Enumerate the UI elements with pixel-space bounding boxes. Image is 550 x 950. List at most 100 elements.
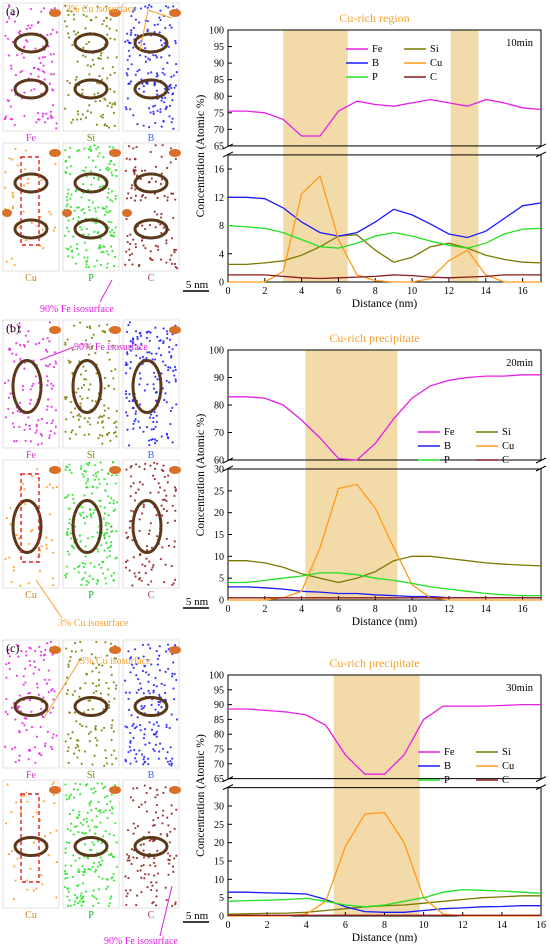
atom-dot	[85, 266, 88, 269]
atom-dot	[165, 261, 168, 264]
atom-dot	[31, 528, 34, 532]
atom-dot	[9, 325, 12, 328]
atom-dot	[173, 486, 177, 489]
atom-dot	[130, 848, 134, 851]
atom-dot	[37, 419, 40, 422]
atom-dot	[95, 744, 98, 747]
atom-dot	[133, 420, 136, 423]
atom-dot	[107, 220, 110, 223]
atom-dot	[64, 171, 68, 175]
atom-dot	[154, 326, 157, 329]
atom-dot	[83, 870, 86, 873]
atom-dot	[86, 477, 90, 481]
atom-map-tile	[122, 319, 181, 449]
atom-dot	[93, 825, 96, 828]
atom-dot	[128, 745, 131, 749]
atom-dot	[108, 145, 111, 148]
atom-dot	[108, 101, 112, 105]
panel-label: (a)	[6, 4, 19, 18]
atom-dot	[174, 84, 178, 87]
atom-dot	[95, 807, 98, 810]
atom-dot	[147, 757, 150, 760]
atom-dot	[148, 58, 152, 61]
atom-dot	[82, 511, 85, 514]
atom-dot	[92, 691, 96, 695]
atom-dot	[17, 730, 21, 733]
atom-dot	[45, 536, 48, 539]
atom-dot	[104, 489, 107, 492]
atom-dot	[160, 172, 163, 175]
atom-dot	[133, 572, 136, 575]
atom-dot	[38, 645, 41, 648]
atom-dot	[83, 750, 87, 753]
atom-dot	[48, 363, 51, 366]
atom-dot	[159, 223, 162, 226]
atom-dot	[27, 542, 31, 546]
atom-dot	[168, 338, 172, 341]
atom-dot	[132, 799, 135, 802]
y-tick-label: 100	[209, 346, 224, 357]
atom-dot	[92, 843, 96, 847]
atom-dot	[150, 703, 153, 707]
atom-dot	[155, 56, 159, 59]
atom-dot	[64, 343, 67, 346]
atom-dot	[32, 889, 35, 892]
atom-dot	[45, 485, 48, 489]
atom-dot	[80, 465, 83, 468]
precipitate-ring	[71, 499, 103, 555]
atom-dot	[72, 497, 75, 501]
atom-dot	[110, 852, 113, 855]
atom-dot	[93, 207, 97, 210]
atom-dot	[101, 67, 104, 70]
atom-dot	[159, 18, 162, 22]
atom-dot	[96, 840, 100, 843]
legend-entry: P	[372, 72, 378, 83]
atom-dot	[138, 372, 141, 375]
atom-dot	[94, 656, 97, 659]
atom-dot	[106, 323, 109, 326]
precipitate-ring	[133, 218, 169, 240]
atom-dot	[113, 124, 116, 128]
series-line-Si	[228, 555, 542, 584]
atom-dot	[95, 123, 98, 126]
tile-frame	[2, 639, 60, 769]
atom-dot	[93, 896, 96, 899]
atom-dot	[128, 248, 131, 251]
atom-dot	[124, 40, 127, 43]
atom-dot	[156, 378, 159, 381]
atom-dot	[67, 188, 70, 191]
atom-dot	[154, 165, 157, 168]
atom-dot	[69, 793, 73, 796]
atom-dot	[33, 746, 36, 749]
atom-dot	[108, 832, 111, 836]
atom-dot	[72, 13, 75, 16]
atom-dot	[29, 867, 32, 870]
atom-dot	[160, 44, 164, 47]
atom-dot	[149, 522, 152, 525]
atom-dot	[49, 640, 53, 644]
atom-dot	[64, 851, 67, 854]
atom-dot	[101, 664, 104, 667]
atom-dot	[83, 469, 86, 473]
atom-dot	[152, 416, 155, 420]
atom-dot	[172, 582, 175, 585]
atom-dot	[79, 658, 82, 661]
atom-dot	[175, 403, 178, 406]
atom-dot	[168, 381, 171, 384]
atom-dot	[64, 574, 67, 577]
atom-dot	[149, 111, 152, 114]
atom-dot	[52, 781, 55, 784]
atom-dot	[112, 344, 115, 347]
atom-dot	[138, 87, 141, 90]
atom-dot	[140, 342, 143, 346]
atom-dot	[153, 23, 156, 27]
atom-dot	[28, 660, 31, 663]
atom-dot	[27, 758, 30, 761]
atom-dot	[112, 431, 116, 435]
atom-dot	[82, 208, 85, 211]
atom-dot	[165, 239, 168, 242]
atom-dot	[106, 495, 110, 498]
atom-dot	[64, 430, 67, 433]
atom-dot	[136, 123, 139, 126]
atom-dot	[15, 801, 18, 804]
